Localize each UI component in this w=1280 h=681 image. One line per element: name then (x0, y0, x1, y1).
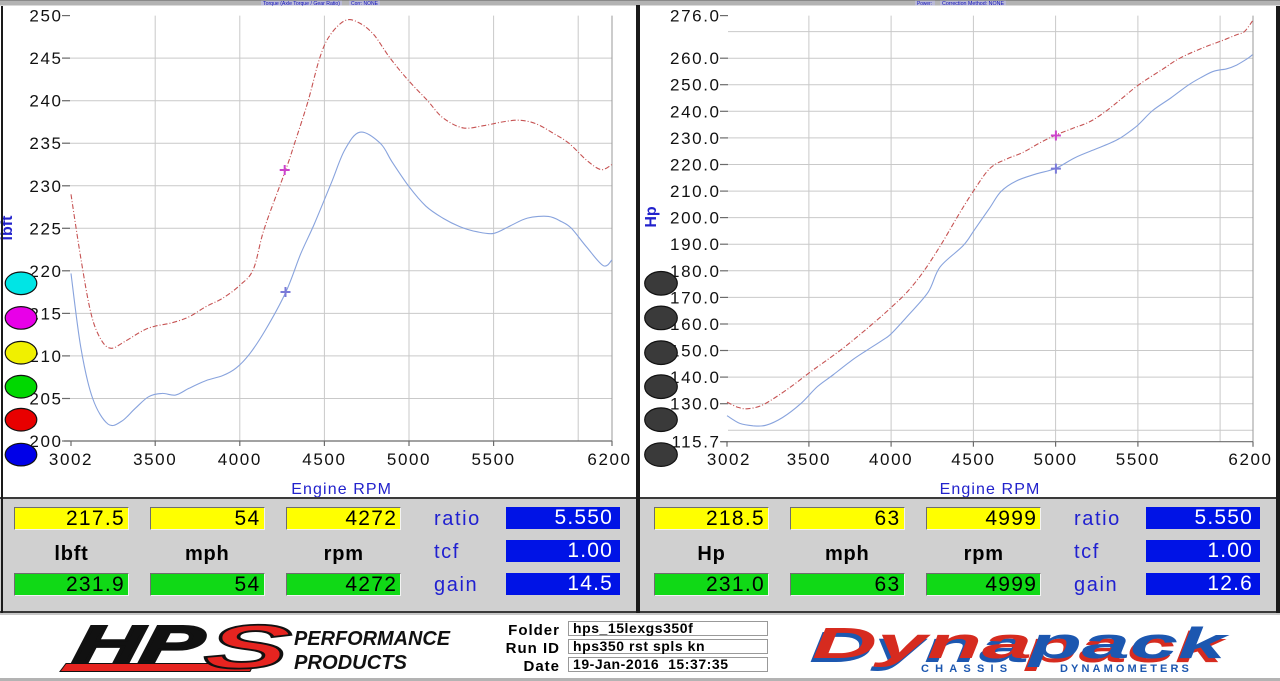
svg-text:225: 225 (29, 219, 62, 238)
svg-text:160.0: 160.0 (670, 315, 721, 334)
svg-text:4500: 4500 (951, 450, 995, 469)
svg-text:235: 235 (29, 134, 62, 153)
svg-text:210.0: 210.0 (670, 182, 721, 201)
svg-text:Engine RPM: Engine RPM (940, 481, 1041, 498)
svg-text:250: 250 (29, 7, 62, 26)
svg-text:240: 240 (29, 92, 62, 111)
svg-text:115.7: 115.7 (671, 433, 720, 452)
svg-text:CHASSIS: CHASSIS (921, 663, 1013, 675)
svg-text:140.0: 140.0 (670, 368, 721, 387)
svg-text:pack: pack (1024, 623, 1228, 672)
svg-text:PERFORMANCE: PERFORMANCE (294, 628, 451, 650)
svg-text:Corr: NONE: Corr: NONE (351, 1, 378, 7)
svg-text:240.0: 240.0 (670, 102, 721, 121)
svg-text:5000: 5000 (1033, 450, 1077, 469)
svg-text:260.0: 260.0 (670, 49, 721, 68)
svg-text:230: 230 (29, 177, 62, 196)
svg-text:150.0: 150.0 (670, 342, 721, 361)
svg-text:Torque (Axle Torque / Gear Rat: Torque (Axle Torque / Gear Ratio) (263, 1, 340, 7)
svg-text:3002: 3002 (707, 450, 751, 469)
svg-text:3500: 3500 (787, 450, 831, 469)
svg-text:pack: pack (1027, 619, 1231, 668)
svg-text:4000: 4000 (869, 450, 913, 469)
svg-text:130.0: 130.0 (670, 395, 721, 414)
svg-text:220.0: 220.0 (670, 156, 721, 175)
svg-text:170.0: 170.0 (670, 288, 721, 307)
svg-text:Hp: Hp (643, 206, 660, 228)
svg-text:250.0: 250.0 (670, 76, 721, 95)
svg-text:245: 245 (29, 49, 62, 68)
svg-text:Dyna: Dyna (812, 619, 1032, 668)
svg-text:6200: 6200 (587, 450, 631, 469)
svg-text:190.0: 190.0 (670, 235, 721, 254)
svg-text:S: S (200, 615, 297, 681)
svg-text:4500: 4500 (302, 450, 346, 469)
svg-text:5000: 5000 (387, 450, 431, 469)
svg-text:lbft: lbft (0, 215, 16, 241)
svg-text:Dyna: Dyna (809, 623, 1029, 672)
svg-text:Power:: Power: (917, 1, 932, 7)
svg-text:HP: HP (70, 616, 210, 674)
svg-text:5500: 5500 (471, 450, 515, 469)
svg-text:200.0: 200.0 (670, 209, 721, 228)
svg-text:180.0: 180.0 (670, 262, 721, 281)
svg-text:Engine RPM: Engine RPM (291, 481, 392, 498)
svg-text:220: 220 (29, 262, 62, 281)
svg-text:DYNAMOMETERS: DYNAMOMETERS (1060, 663, 1192, 675)
svg-text:3002: 3002 (49, 450, 93, 469)
svg-text:276.0: 276.0 (670, 7, 721, 26)
svg-text:Correction Method: NONE: Correction Method: NONE (942, 1, 1004, 7)
svg-text:5500: 5500 (1116, 450, 1160, 469)
svg-text:230.0: 230.0 (670, 129, 721, 148)
svg-text:PRODUCTS: PRODUCTS (294, 652, 408, 674)
svg-text:3500: 3500 (133, 450, 177, 469)
svg-text:6200: 6200 (1228, 450, 1272, 469)
svg-text:205: 205 (29, 390, 62, 409)
svg-text:200: 200 (29, 432, 62, 451)
svg-text:4000: 4000 (218, 450, 262, 469)
